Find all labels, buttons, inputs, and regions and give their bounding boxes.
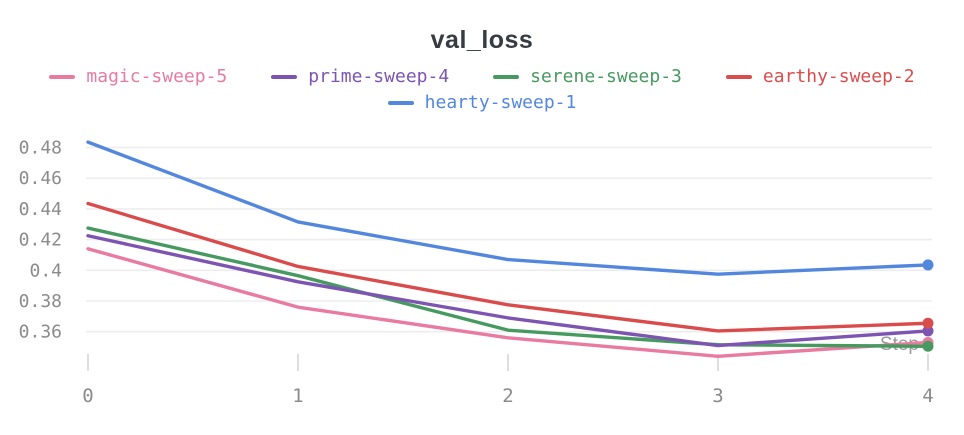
y-tick-label-0.42: 0.42: [19, 230, 62, 251]
legend-row-2: hearty-sweep-1: [387, 90, 577, 115]
legend-swatch-icon: [725, 74, 752, 79]
y-tick-label-0.44: 0.44: [19, 199, 62, 220]
series-line-earthy-sweep-2[interactable]: [86, 201, 930, 333]
series-endpoint-earthy-sweep-2[interactable]: [922, 317, 934, 329]
legend-label: prime-sweep-4: [308, 66, 450, 87]
legend-swatch-icon: [493, 74, 520, 79]
x-tick-label-2: 2: [502, 385, 513, 407]
series-endpoint-prime-sweep-4[interactable]: [922, 325, 934, 337]
series-endpoint-serene-sweep-3[interactable]: [922, 340, 934, 352]
chart-title: val_loss: [430, 26, 534, 54]
legend-item-magic-sweep-5[interactable]: magic-sweep-5: [49, 64, 227, 89]
legend-item-earthy-sweep-2[interactable]: earthy-sweep-2: [725, 64, 915, 89]
x-tick-label-1: 1: [292, 385, 303, 407]
y-tick-label-0.48: 0.48: [19, 138, 62, 159]
y-tick-label-0.46: 0.46: [19, 168, 62, 189]
series-line-serene-sweep-3[interactable]: [86, 226, 930, 348]
series-endpoint-hearty-sweep-1[interactable]: [922, 259, 934, 271]
y-tick-label-0.4: 0.4: [29, 260, 62, 281]
legend-label: hearty-sweep-1: [424, 92, 577, 113]
legend-row-1: magic-sweep-5 prime-sweep-4 serene-sweep-3…: [49, 64, 915, 89]
x-tick-label-3: 3: [712, 385, 723, 407]
y-tick-label-0.38: 0.38: [19, 291, 62, 312]
series-line-magic-sweep-5[interactable]: [86, 247, 930, 358]
legend-swatch-icon: [271, 74, 298, 79]
legend-label: magic-sweep-5: [86, 66, 228, 87]
x-tick-label-4: 4: [922, 385, 933, 407]
legend-swatch-icon: [387, 100, 414, 105]
x-tick-label-0: 0: [82, 385, 93, 407]
series-line-hearty-sweep-1[interactable]: [86, 140, 930, 276]
legend-item-prime-sweep-4[interactable]: prime-sweep-4: [271, 64, 449, 89]
series-line-prime-sweep-4[interactable]: [86, 234, 930, 348]
legend-item-hearty-sweep-1[interactable]: hearty-sweep-1: [387, 90, 577, 115]
legend-label: earthy-sweep-2: [762, 66, 915, 87]
legend: magic-sweep-5 prime-sweep-4 serene-sweep-3…: [0, 64, 964, 115]
y-tick-label-0.36: 0.36: [19, 322, 62, 343]
legend-item-serene-sweep-3[interactable]: serene-sweep-3: [493, 64, 682, 89]
legend-swatch-icon: [49, 74, 76, 79]
legend-label: serene-sweep-3: [530, 66, 682, 87]
